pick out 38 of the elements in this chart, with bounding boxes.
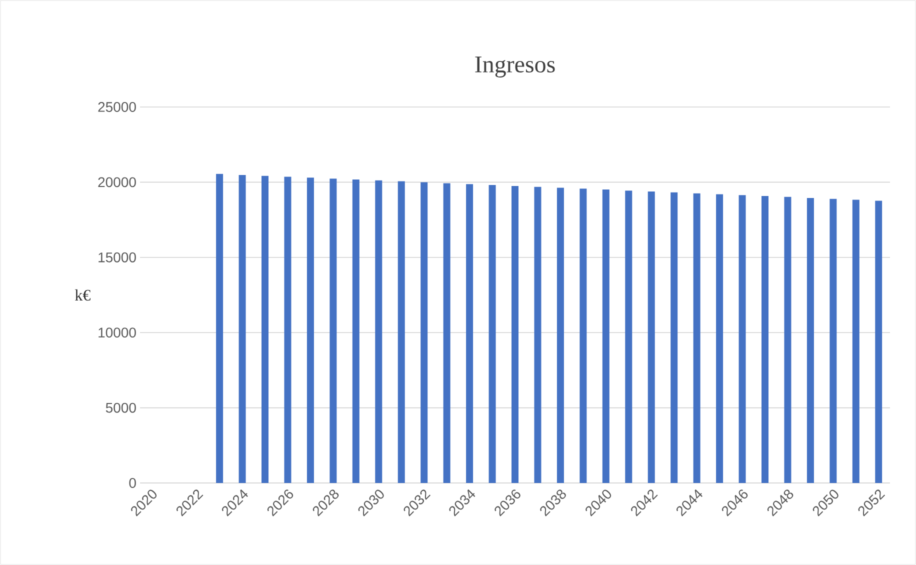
bar xyxy=(420,182,428,483)
y-tick-label: 5000 xyxy=(106,402,136,413)
bar xyxy=(398,181,405,483)
bar xyxy=(716,194,724,483)
y-tick-label: 15000 xyxy=(98,252,136,262)
bar xyxy=(512,186,518,483)
bar xyxy=(648,192,655,483)
bar xyxy=(375,180,382,483)
chart-title: Ingresos xyxy=(475,56,555,78)
y-tick-label: 25000 xyxy=(98,102,136,112)
bar xyxy=(238,174,246,483)
bar xyxy=(875,200,882,483)
bar xyxy=(806,198,814,483)
bar xyxy=(784,196,792,483)
bar xyxy=(216,174,224,483)
bar xyxy=(262,176,269,483)
bar xyxy=(602,190,610,483)
y-tick-label: 10000 xyxy=(98,328,136,338)
bar xyxy=(625,190,632,483)
bar xyxy=(762,196,768,483)
bar xyxy=(852,200,860,483)
bar xyxy=(284,176,292,483)
bar xyxy=(488,185,496,483)
y-tick-label: 20000 xyxy=(98,177,136,188)
bar xyxy=(580,188,587,483)
bar xyxy=(330,178,337,483)
bar xyxy=(556,188,564,483)
bar xyxy=(466,184,474,483)
bar xyxy=(738,195,746,483)
bar xyxy=(693,193,700,483)
bar xyxy=(443,183,450,483)
bar xyxy=(534,186,542,483)
bar xyxy=(352,179,360,483)
bar xyxy=(670,192,678,483)
y-tick-label: 0 xyxy=(129,478,136,488)
bar xyxy=(306,178,314,483)
bar xyxy=(830,198,837,483)
y-axis-title: k€ xyxy=(74,289,90,301)
